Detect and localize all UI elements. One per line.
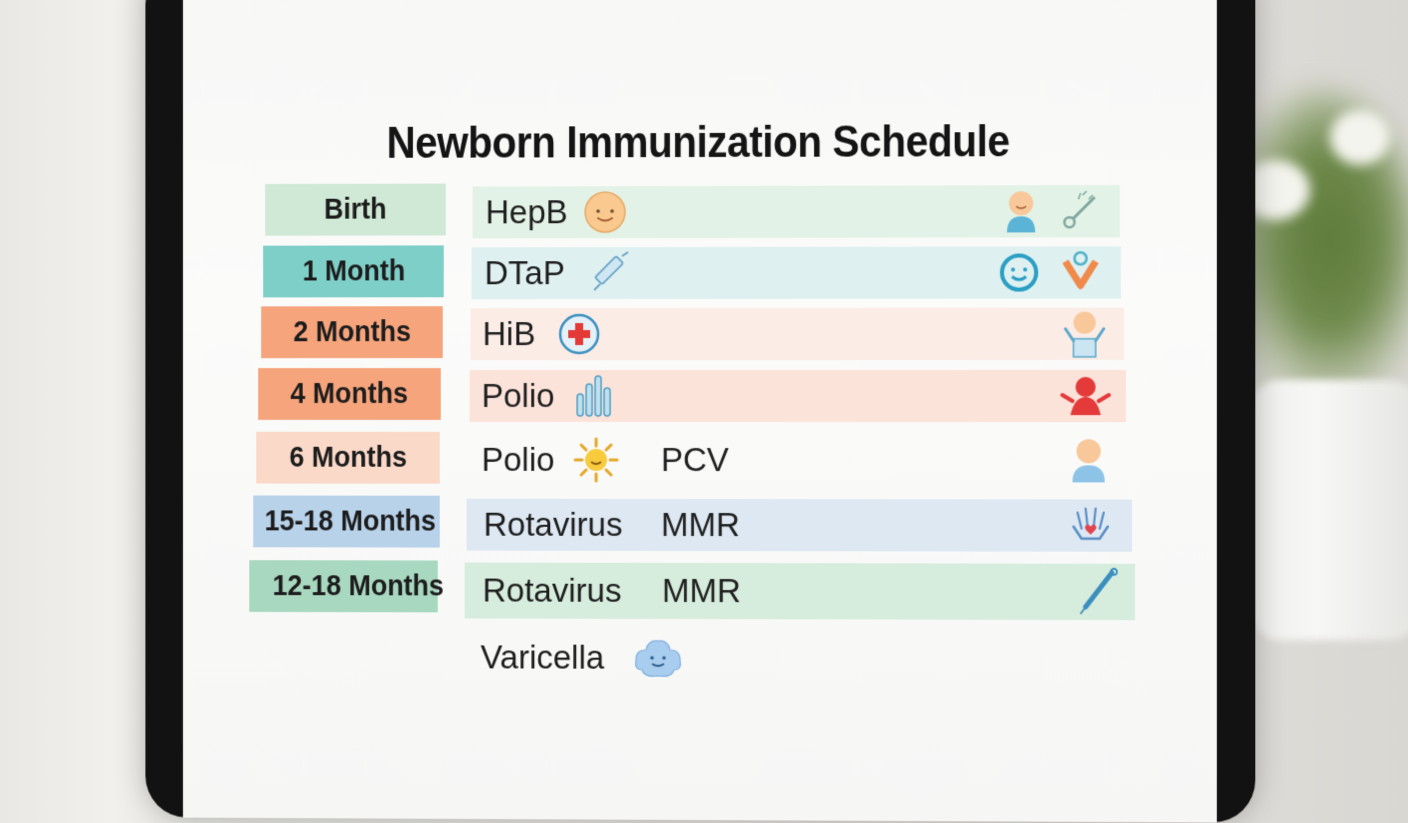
vaccine-name: MMR [661, 506, 740, 544]
pen-syringe-icon [1075, 567, 1119, 617]
vaccine-row-15-18-months: Rotavirus MMR [467, 499, 1132, 552]
syringe-icon [586, 250, 632, 296]
vaccine-name: PCV [661, 441, 729, 479]
age-label-birth: Birth [265, 184, 446, 236]
age-label-12-18-months: 12-18 Months [249, 560, 438, 612]
vaccine-name: DTaP [485, 254, 565, 292]
vaccine-row-varicella: Varicella [465, 631, 1135, 685]
sun-icon [572, 436, 620, 484]
background-pot [1250, 380, 1408, 640]
vaccine-row-1-month: DTaP [472, 246, 1121, 299]
cloud-face-icon [632, 636, 684, 680]
baby-arms-up-icon [1061, 309, 1107, 359]
vaccine-name: Polio [482, 441, 555, 479]
ribbon-icon [1057, 249, 1103, 295]
vaccine-name: MMR [662, 572, 741, 610]
hands-heart-icon [1067, 502, 1113, 548]
baby-face-icon [582, 189, 628, 235]
age-label-1-month: 1 Month [263, 245, 444, 297]
tablet-screen: Newborn Immunization Schedule Birth 1 Mo… [183, 0, 1217, 822]
vaccine-name: Rotavirus [483, 572, 622, 610]
vaccine-row-4-months: Polio [470, 370, 1126, 422]
baby-icon [1067, 436, 1109, 484]
background-flower [1330, 110, 1390, 165]
vaccine-name: Varicella [481, 638, 605, 676]
page-title: Newborn Immunization Schedule [224, 117, 1175, 170]
vaccine-row-12-18-months: Rotavirus MMR [465, 563, 1135, 621]
red-figure-icon [1060, 373, 1110, 419]
age-label-4-months: 4 Months [258, 368, 441, 420]
vaccine-name: HiB [483, 315, 536, 353]
smiley-ring-icon [998, 251, 1040, 293]
thermometer-icon [1058, 189, 1102, 233]
vaccine-name: Polio [482, 377, 555, 415]
medical-cross-icon [556, 311, 602, 357]
age-label-15-18-months: 15-18 Months [253, 495, 440, 547]
tablet-device: Newborn Immunization Schedule Birth 1 Mo… [145, 0, 1255, 823]
vaccine-name: HepB [486, 193, 568, 231]
vaccine-name: Rotavirus [484, 506, 623, 544]
baby-icon [1001, 188, 1041, 234]
age-label-2-months: 2 Months [261, 306, 443, 358]
vials-icon [573, 372, 615, 420]
age-label-6-months: 6 Months [256, 432, 440, 484]
vaccine-row-birth: HepB [473, 185, 1120, 238]
vaccine-row-6-months: Polio PCV [469, 434, 1128, 487]
vaccine-row-2-months: HiB [471, 308, 1124, 360]
